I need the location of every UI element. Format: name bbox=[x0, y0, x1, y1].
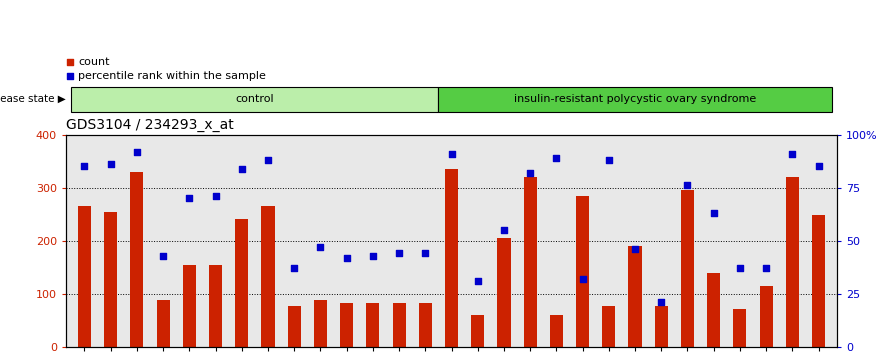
Bar bbox=[366, 303, 380, 347]
Bar bbox=[498, 238, 510, 347]
Text: insulin-resistant polycystic ovary syndrome: insulin-resistant polycystic ovary syndr… bbox=[514, 94, 756, 104]
Point bbox=[78, 164, 92, 169]
Bar bbox=[262, 206, 275, 347]
Point bbox=[444, 151, 458, 156]
Text: control: control bbox=[235, 94, 274, 104]
Bar bbox=[314, 300, 327, 347]
Point bbox=[130, 149, 144, 154]
Bar bbox=[418, 303, 432, 347]
Bar bbox=[812, 215, 825, 347]
Text: GDS3104 / 234293_x_at: GDS3104 / 234293_x_at bbox=[66, 118, 233, 132]
Point bbox=[811, 164, 825, 169]
Bar bbox=[445, 169, 458, 347]
FancyBboxPatch shape bbox=[71, 87, 439, 112]
Text: count: count bbox=[78, 57, 110, 67]
Bar bbox=[104, 212, 117, 347]
Point bbox=[287, 266, 301, 271]
Point bbox=[655, 299, 669, 305]
Point bbox=[680, 183, 694, 188]
Bar bbox=[733, 309, 746, 347]
Point bbox=[418, 251, 433, 256]
Bar bbox=[471, 315, 485, 347]
Bar bbox=[759, 286, 773, 347]
Bar bbox=[157, 300, 170, 347]
Bar bbox=[209, 265, 222, 347]
Point bbox=[392, 251, 406, 256]
Bar bbox=[628, 246, 641, 347]
Point bbox=[209, 193, 223, 199]
Bar bbox=[393, 303, 405, 347]
Point bbox=[733, 266, 747, 271]
Point bbox=[234, 166, 248, 171]
Point bbox=[707, 210, 721, 216]
Point bbox=[366, 253, 380, 258]
Text: disease state ▶: disease state ▶ bbox=[0, 94, 66, 104]
Bar bbox=[786, 177, 799, 347]
Point bbox=[182, 195, 196, 201]
Text: percentile rank within the sample: percentile rank within the sample bbox=[78, 71, 266, 81]
Point bbox=[314, 244, 328, 250]
Point bbox=[602, 157, 616, 163]
Bar bbox=[523, 177, 537, 347]
Bar bbox=[576, 195, 589, 347]
Bar bbox=[707, 273, 721, 347]
Point bbox=[550, 155, 564, 161]
Bar bbox=[287, 306, 300, 347]
Point bbox=[785, 151, 799, 156]
Point bbox=[575, 276, 589, 282]
Bar bbox=[235, 219, 248, 347]
Point bbox=[628, 246, 642, 252]
Bar bbox=[681, 190, 694, 347]
Bar bbox=[182, 265, 196, 347]
Bar bbox=[655, 306, 668, 347]
Point bbox=[261, 157, 275, 163]
FancyBboxPatch shape bbox=[439, 87, 832, 112]
Point bbox=[523, 170, 537, 176]
Point bbox=[759, 266, 774, 271]
Point bbox=[339, 255, 353, 261]
Point bbox=[156, 253, 170, 258]
Point bbox=[104, 161, 118, 167]
Bar bbox=[340, 303, 353, 347]
Bar bbox=[550, 315, 563, 347]
Point bbox=[497, 227, 511, 233]
Bar bbox=[130, 172, 144, 347]
Bar bbox=[78, 206, 91, 347]
Bar bbox=[603, 306, 616, 347]
Point bbox=[470, 278, 485, 284]
